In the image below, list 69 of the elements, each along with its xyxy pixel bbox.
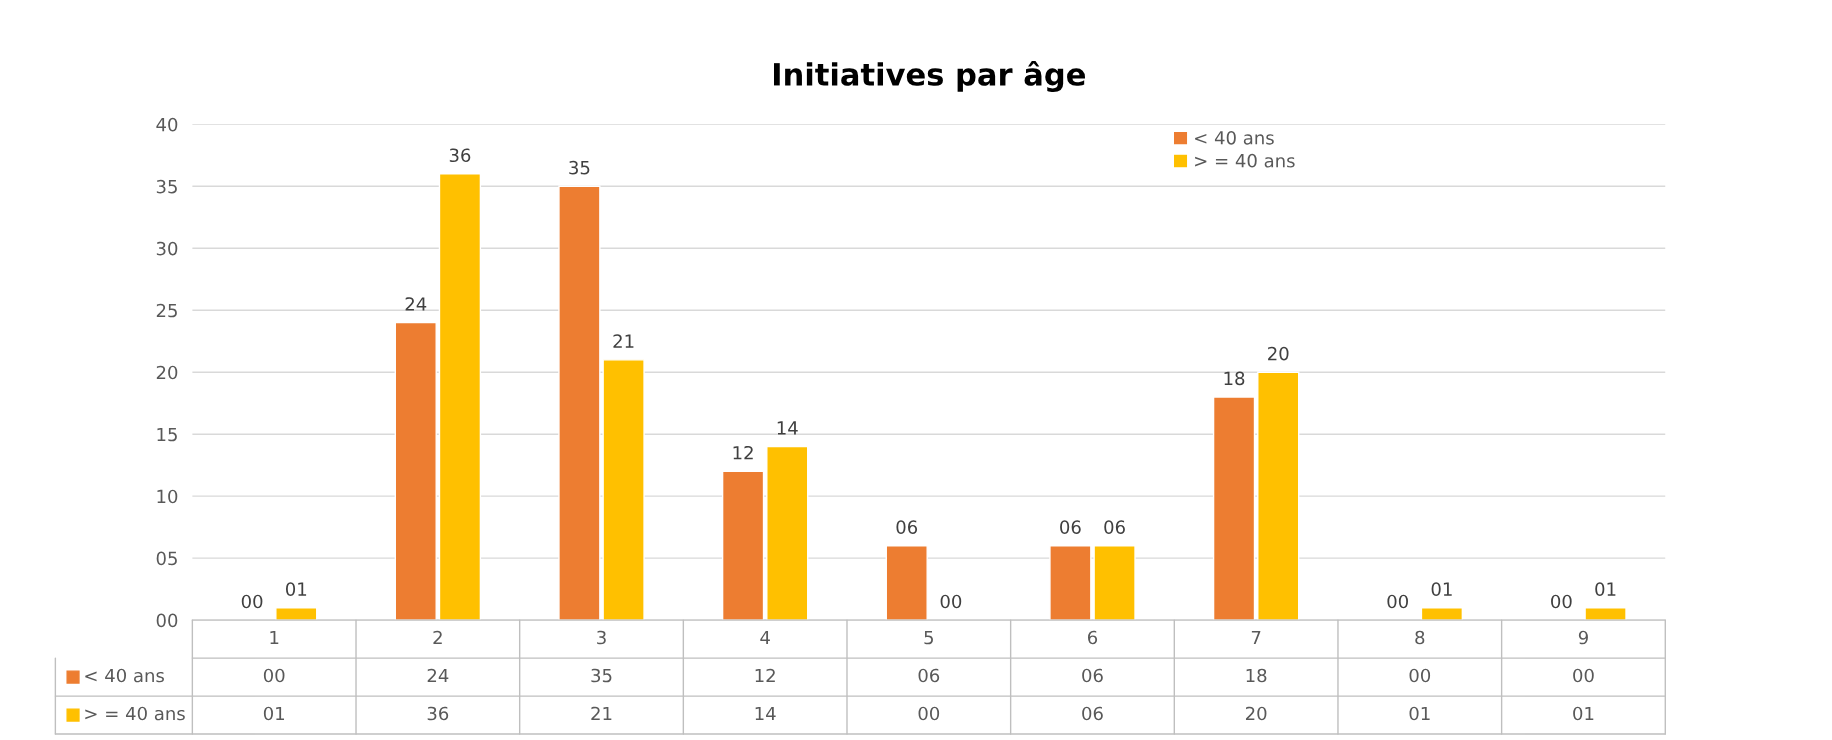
y-tick-label: 25	[156, 303, 177, 318]
y-tick-label: 00	[156, 613, 178, 628]
y-tick-label: 30	[156, 241, 178, 256]
data-label: 18	[1246, 668, 1267, 683]
y-tick-label: 15	[157, 427, 177, 442]
bar	[721, 470, 765, 621]
text: 00	[1551, 594, 1572, 609]
legend-label: > = 40 ans	[1195, 153, 1295, 168]
bar	[885, 545, 928, 621]
bar	[275, 607, 318, 621]
text: 01	[1595, 582, 1616, 596]
text: 36	[449, 148, 471, 163]
text: 06	[1104, 520, 1125, 534]
bar	[1584, 607, 1627, 621]
x-tick-label: 9	[1578, 630, 1588, 645]
bar	[1212, 396, 1256, 621]
bar	[394, 321, 437, 621]
legend-label: < 40 ans	[1195, 130, 1274, 145]
data-label: 24	[427, 668, 449, 683]
data-label: 21	[591, 706, 612, 721]
data-label: 01	[1573, 706, 1594, 721]
bar	[1420, 607, 1464, 621]
x-tick-label: 1	[270, 630, 279, 645]
text: 14	[777, 421, 798, 435]
y-tick-label: 05	[156, 551, 177, 566]
text: 20	[1268, 346, 1289, 361]
y-tick-label: 40	[156, 117, 178, 132]
text: 01	[285, 582, 307, 596]
y-tick-label: 35	[156, 179, 177, 194]
text: 00	[940, 594, 962, 609]
text: 06	[896, 520, 918, 534]
data-label: 01	[1409, 706, 1430, 721]
data-label: 12	[755, 668, 775, 683]
text: < 40 ans	[85, 668, 164, 683]
text: 18	[1224, 371, 1245, 386]
data-label: 06	[1082, 668, 1103, 683]
data-label: 06	[918, 668, 940, 683]
y-tick-label: 20	[156, 365, 178, 380]
bar	[438, 173, 482, 621]
data-label: 14	[755, 706, 776, 721]
data-label: 00	[263, 668, 285, 683]
x-tick-label: 8	[1415, 630, 1425, 645]
text: 01	[1431, 582, 1452, 596]
data-label: 06	[1082, 706, 1103, 721]
y-tick-label: 10	[157, 489, 178, 504]
bar	[766, 445, 809, 621]
data-label: 01	[263, 706, 285, 721]
x-tick-label: 7	[1251, 630, 1261, 645]
data-label: 00	[1409, 668, 1431, 683]
text: 06	[1060, 520, 1081, 534]
data-label: 36	[427, 706, 449, 721]
text: 35	[569, 160, 590, 175]
data-label: 00	[918, 706, 940, 721]
x-tick-label: 4	[760, 630, 770, 645]
x-tick-label: 5	[924, 630, 933, 645]
chart-title: Initiatives par âge	[774, 60, 1085, 93]
data-label: 00	[1573, 668, 1594, 683]
bar	[1257, 371, 1300, 621]
text: 00	[241, 594, 263, 609]
data-label: 20	[1245, 706, 1267, 721]
x-tick-label: 3	[597, 630, 606, 645]
text: > = 40 ans	[85, 706, 185, 721]
text: 00	[1387, 594, 1408, 609]
x-tick-label: 2	[433, 630, 442, 645]
x-tick-label: 6	[1088, 630, 1098, 645]
data-label: 35	[591, 668, 612, 683]
text: 24	[405, 297, 427, 311]
text: 12	[733, 445, 753, 460]
text: 21	[613, 334, 634, 348]
